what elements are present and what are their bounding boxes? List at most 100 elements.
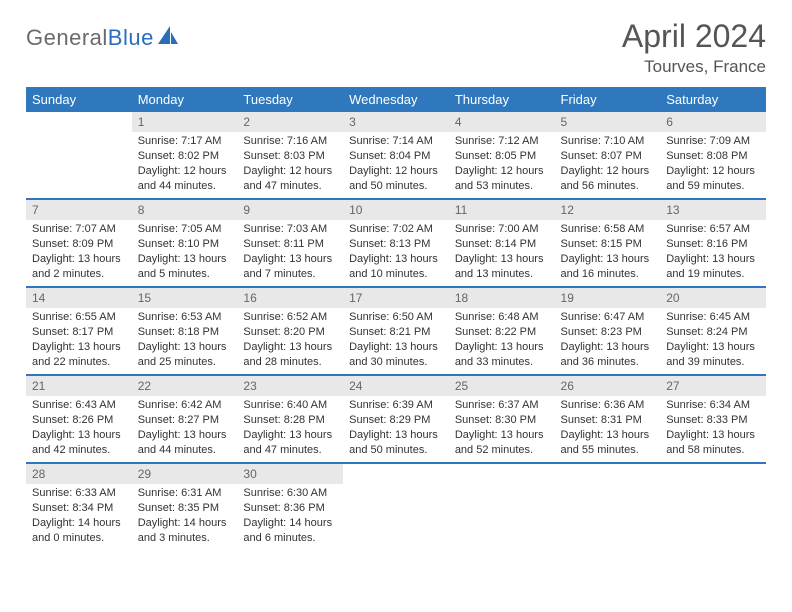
day-info: Sunrise: 6:57 AMSunset: 8:16 PMDaylight:… — [660, 220, 766, 285]
sunset-line: Sunset: 8:03 PM — [243, 149, 337, 164]
day-info: Sunrise: 6:47 AMSunset: 8:23 PMDaylight:… — [555, 308, 661, 373]
daylight-line: Daylight: 13 hours and 22 minutes. — [32, 340, 126, 370]
day-number — [26, 112, 132, 132]
sunset-line: Sunset: 8:35 PM — [138, 501, 232, 516]
calendar-row: 1Sunrise: 7:17 AMSunset: 8:02 PMDaylight… — [26, 112, 766, 199]
calendar-cell: 28Sunrise: 6:33 AMSunset: 8:34 PMDayligh… — [26, 463, 132, 550]
day-number: 20 — [660, 288, 766, 308]
day-number: 17 — [343, 288, 449, 308]
day-number: 3 — [343, 112, 449, 132]
day-number: 6 — [660, 112, 766, 132]
daylight-line: Daylight: 13 hours and 39 minutes. — [666, 340, 760, 370]
day-number: 13 — [660, 200, 766, 220]
logo: GeneralBlue — [26, 18, 180, 51]
sunset-line: Sunset: 8:20 PM — [243, 325, 337, 340]
calendar-cell — [660, 463, 766, 550]
calendar-row: 14Sunrise: 6:55 AMSunset: 8:17 PMDayligh… — [26, 287, 766, 375]
sunset-line: Sunset: 8:33 PM — [666, 413, 760, 428]
calendar-cell: 18Sunrise: 6:48 AMSunset: 8:22 PMDayligh… — [449, 287, 555, 375]
day-info: Sunrise: 7:02 AMSunset: 8:13 PMDaylight:… — [343, 220, 449, 285]
daylight-line: Daylight: 13 hours and 52 minutes. — [455, 428, 549, 458]
logo-text: GeneralBlue — [26, 25, 154, 51]
sunrise-line: Sunrise: 6:52 AM — [243, 310, 337, 325]
day-info: Sunrise: 6:37 AMSunset: 8:30 PMDaylight:… — [449, 396, 555, 461]
day-info: Sunrise: 7:07 AMSunset: 8:09 PMDaylight:… — [26, 220, 132, 285]
sunrise-line: Sunrise: 6:50 AM — [349, 310, 443, 325]
day-number: 8 — [132, 200, 238, 220]
daylight-line: Daylight: 12 hours and 44 minutes. — [138, 164, 232, 194]
calendar-cell: 12Sunrise: 6:58 AMSunset: 8:15 PMDayligh… — [555, 199, 661, 287]
calendar-cell: 24Sunrise: 6:39 AMSunset: 8:29 PMDayligh… — [343, 375, 449, 463]
calendar-cell: 10Sunrise: 7:02 AMSunset: 8:13 PMDayligh… — [343, 199, 449, 287]
calendar-cell: 16Sunrise: 6:52 AMSunset: 8:20 PMDayligh… — [237, 287, 343, 375]
daylight-line: Daylight: 13 hours and 5 minutes. — [138, 252, 232, 282]
sunrise-line: Sunrise: 6:53 AM — [138, 310, 232, 325]
daylight-line: Daylight: 13 hours and 33 minutes. — [455, 340, 549, 370]
daylight-line: Daylight: 12 hours and 47 minutes. — [243, 164, 337, 194]
day-number: 15 — [132, 288, 238, 308]
sunrise-line: Sunrise: 6:43 AM — [32, 398, 126, 413]
calendar-cell: 30Sunrise: 6:30 AMSunset: 8:36 PMDayligh… — [237, 463, 343, 550]
day-info: Sunrise: 6:39 AMSunset: 8:29 PMDaylight:… — [343, 396, 449, 461]
daylight-line: Daylight: 13 hours and 16 minutes. — [561, 252, 655, 282]
sunset-line: Sunset: 8:28 PM — [243, 413, 337, 428]
daylight-line: Daylight: 13 hours and 47 minutes. — [243, 428, 337, 458]
day-header: Sunday — [26, 87, 132, 112]
calendar-cell: 4Sunrise: 7:12 AMSunset: 8:05 PMDaylight… — [449, 112, 555, 199]
day-number: 22 — [132, 376, 238, 396]
logo-part2: Blue — [108, 25, 154, 50]
calendar-cell: 1Sunrise: 7:17 AMSunset: 8:02 PMDaylight… — [132, 112, 238, 199]
sunrise-line: Sunrise: 6:33 AM — [32, 486, 126, 501]
day-number: 1 — [132, 112, 238, 132]
day-number: 10 — [343, 200, 449, 220]
day-number — [660, 464, 766, 484]
calendar-cell: 11Sunrise: 7:00 AMSunset: 8:14 PMDayligh… — [449, 199, 555, 287]
daylight-line: Daylight: 13 hours and 28 minutes. — [243, 340, 337, 370]
day-info: Sunrise: 6:48 AMSunset: 8:22 PMDaylight:… — [449, 308, 555, 373]
day-info: Sunrise: 7:17 AMSunset: 8:02 PMDaylight:… — [132, 132, 238, 197]
day-number: 5 — [555, 112, 661, 132]
daylight-line: Daylight: 13 hours and 42 minutes. — [32, 428, 126, 458]
daylight-line: Daylight: 13 hours and 58 minutes. — [666, 428, 760, 458]
day-number: 11 — [449, 200, 555, 220]
day-info: Sunrise: 6:40 AMSunset: 8:28 PMDaylight:… — [237, 396, 343, 461]
logo-part1: General — [26, 25, 108, 50]
calendar-cell: 29Sunrise: 6:31 AMSunset: 8:35 PMDayligh… — [132, 463, 238, 550]
calendar-cell: 14Sunrise: 6:55 AMSunset: 8:17 PMDayligh… — [26, 287, 132, 375]
day-info: Sunrise: 6:31 AMSunset: 8:35 PMDaylight:… — [132, 484, 238, 549]
calendar-cell: 17Sunrise: 6:50 AMSunset: 8:21 PMDayligh… — [343, 287, 449, 375]
day-info: Sunrise: 6:34 AMSunset: 8:33 PMDaylight:… — [660, 396, 766, 461]
sunset-line: Sunset: 8:31 PM — [561, 413, 655, 428]
title-block: April 2024 Tourves, France — [622, 18, 766, 77]
day-number: 18 — [449, 288, 555, 308]
sunrise-line: Sunrise: 7:03 AM — [243, 222, 337, 237]
day-number: 4 — [449, 112, 555, 132]
sunset-line: Sunset: 8:30 PM — [455, 413, 549, 428]
day-info: Sunrise: 6:52 AMSunset: 8:20 PMDaylight:… — [237, 308, 343, 373]
month-title: April 2024 — [622, 18, 766, 55]
calendar-cell: 26Sunrise: 6:36 AMSunset: 8:31 PMDayligh… — [555, 375, 661, 463]
calendar-cell: 6Sunrise: 7:09 AMSunset: 8:08 PMDaylight… — [660, 112, 766, 199]
sunrise-line: Sunrise: 6:37 AM — [455, 398, 549, 413]
sunrise-line: Sunrise: 7:07 AM — [32, 222, 126, 237]
calendar-cell: 20Sunrise: 6:45 AMSunset: 8:24 PMDayligh… — [660, 287, 766, 375]
sunrise-line: Sunrise: 7:14 AM — [349, 134, 443, 149]
sunrise-line: Sunrise: 7:16 AM — [243, 134, 337, 149]
day-info: Sunrise: 6:33 AMSunset: 8:34 PMDaylight:… — [26, 484, 132, 549]
sunrise-line: Sunrise: 6:45 AM — [666, 310, 760, 325]
location: Tourves, France — [622, 57, 766, 77]
daylight-line: Daylight: 13 hours and 2 minutes. — [32, 252, 126, 282]
daylight-line: Daylight: 13 hours and 25 minutes. — [138, 340, 232, 370]
day-header: Monday — [132, 87, 238, 112]
day-header: Saturday — [660, 87, 766, 112]
logo-sail-icon — [156, 24, 180, 51]
day-info: Sunrise: 7:03 AMSunset: 8:11 PMDaylight:… — [237, 220, 343, 285]
daylight-line: Daylight: 13 hours and 10 minutes. — [349, 252, 443, 282]
sunrise-line: Sunrise: 6:57 AM — [666, 222, 760, 237]
daylight-line: Daylight: 13 hours and 7 minutes. — [243, 252, 337, 282]
sunset-line: Sunset: 8:36 PM — [243, 501, 337, 516]
sunrise-line: Sunrise: 6:39 AM — [349, 398, 443, 413]
sunrise-line: Sunrise: 6:40 AM — [243, 398, 337, 413]
day-number: 19 — [555, 288, 661, 308]
sunset-line: Sunset: 8:14 PM — [455, 237, 549, 252]
